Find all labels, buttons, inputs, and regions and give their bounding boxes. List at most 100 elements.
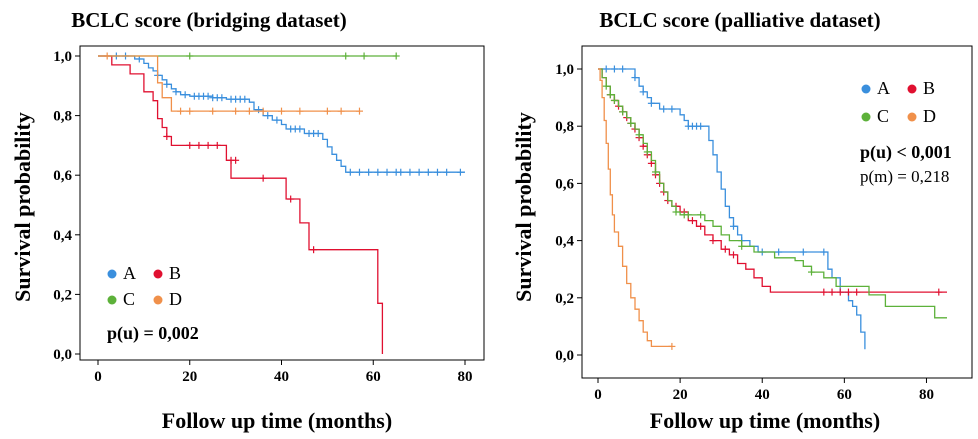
censor-mark: [245, 107, 253, 115]
chart-panel-palliative: BCLC score (palliative dataset) Follow u…: [511, 8, 973, 433]
censor-mark: [314, 129, 322, 137]
y-tick-label: 0,4: [53, 228, 72, 244]
legend-swatch-A: [861, 84, 871, 94]
censor-mark: [204, 141, 212, 149]
censor-mark: [346, 168, 354, 176]
censor-mark: [853, 288, 861, 296]
censor-mark: [627, 119, 635, 127]
censor-mark: [255, 106, 263, 114]
axes: 0 20 40 60 80 0,0 0,2 0,4 0,6 0,8 1,0: [53, 45, 485, 385]
censor-mark: [383, 168, 391, 176]
plot-area: [98, 52, 465, 354]
legend-label-D: D: [923, 106, 936, 126]
censor-mark: [799, 248, 807, 256]
x-axis-label: Follow up time (months): [162, 408, 392, 433]
censor-mark: [204, 92, 212, 100]
censor-mark: [844, 288, 852, 296]
censor-mark: [406, 168, 414, 176]
axes: 0 20 40 60 80 0,0 0,2 0,4 0,6 0,8 1,0: [555, 45, 973, 403]
censor-mark: [668, 105, 676, 113]
legend-label-B: B: [923, 78, 935, 98]
censor-mark: [631, 74, 639, 82]
censor-mark: [602, 65, 610, 73]
y-tick-label: 0,0: [53, 347, 72, 363]
censor-mark: [209, 107, 217, 115]
plot-area: [598, 65, 947, 350]
series-line-A: [98, 55, 465, 173]
censor-mark: [278, 107, 285, 115]
censor-mark: [684, 211, 692, 219]
y-axis-label: Survival probability: [511, 112, 536, 302]
censor-mark: [775, 248, 783, 256]
censor-mark: [218, 94, 226, 102]
censor-mark: [360, 52, 368, 60]
censor-mark: [643, 148, 651, 156]
chart-title: BCLC score (palliative dataset): [599, 8, 880, 32]
censor-mark: [177, 107, 185, 115]
x-tick-label: 20: [182, 369, 197, 385]
censor-mark: [355, 168, 363, 176]
censor-mark: [296, 125, 304, 133]
censor-mark: [424, 168, 432, 176]
censor-mark: [729, 251, 737, 259]
censor-mark: [195, 141, 203, 149]
censor-mark: [619, 108, 627, 116]
censor-mark: [738, 242, 746, 250]
censor-mark: [433, 168, 441, 176]
y-tick-label: 0,6: [555, 176, 574, 192]
censor-mark: [392, 52, 400, 60]
x-tick-label: 80: [458, 369, 473, 385]
censor-mark: [273, 116, 281, 124]
legend-label-C: C: [877, 106, 889, 126]
censor-mark: [186, 141, 194, 149]
censor-mark: [374, 168, 382, 176]
legend-swatch-B: [907, 84, 917, 94]
y-tick-label: 0,2: [555, 291, 574, 307]
legend-swatch-A: [107, 269, 117, 279]
censor-mark: [456, 168, 464, 176]
censor-mark: [337, 107, 345, 115]
censor-mark: [651, 168, 659, 176]
censor-mark: [186, 107, 194, 115]
legend-swatch-C: [107, 295, 117, 305]
legend-label-D: D: [169, 289, 182, 309]
x-tick-label: 0: [594, 387, 602, 403]
censor-mark: [213, 141, 221, 149]
y-tick-label: 1,0: [53, 49, 72, 65]
censor-mark: [808, 268, 816, 276]
censor-mark: [342, 52, 350, 60]
x-tick-label: 0: [94, 369, 102, 385]
legend: A B C Dp(u) = 0,002: [107, 263, 199, 344]
censor-mark: [619, 65, 627, 73]
p-value-annotation: p(u) < 0,001: [860, 142, 952, 163]
legend-label-A: A: [123, 263, 136, 283]
y-tick-label: 0,8: [53, 109, 72, 125]
censor-mark: [259, 174, 267, 182]
censor-mark: [365, 168, 373, 176]
legend-swatch-C: [861, 112, 871, 122]
censor-mark: [697, 211, 705, 219]
y-axis-label: Survival probability: [10, 112, 35, 302]
censor-mark: [232, 156, 240, 164]
legend-label-A: A: [877, 78, 890, 98]
plot-frame: [581, 45, 973, 379]
censor-mark: [729, 222, 737, 230]
p-value-annotation: p(u) = 0,002: [107, 323, 199, 344]
y-tick-label: 0,0: [555, 348, 574, 364]
censor-mark: [241, 95, 249, 103]
censor-mark: [820, 248, 828, 256]
x-tick-label: 60: [366, 369, 381, 385]
legend-swatch-D: [907, 112, 917, 122]
censor-mark: [639, 88, 647, 96]
censor-mark: [672, 208, 680, 216]
series-D: [598, 68, 676, 350]
censor-mark: [647, 99, 655, 107]
censor-mark: [172, 88, 180, 96]
censor-mark: [163, 80, 171, 88]
y-tick-label: 1,0: [555, 62, 574, 78]
x-tick-label: 60: [837, 387, 852, 403]
series-line-B: [98, 55, 384, 354]
series-B: [98, 55, 384, 354]
x-tick-label: 40: [755, 387, 770, 403]
